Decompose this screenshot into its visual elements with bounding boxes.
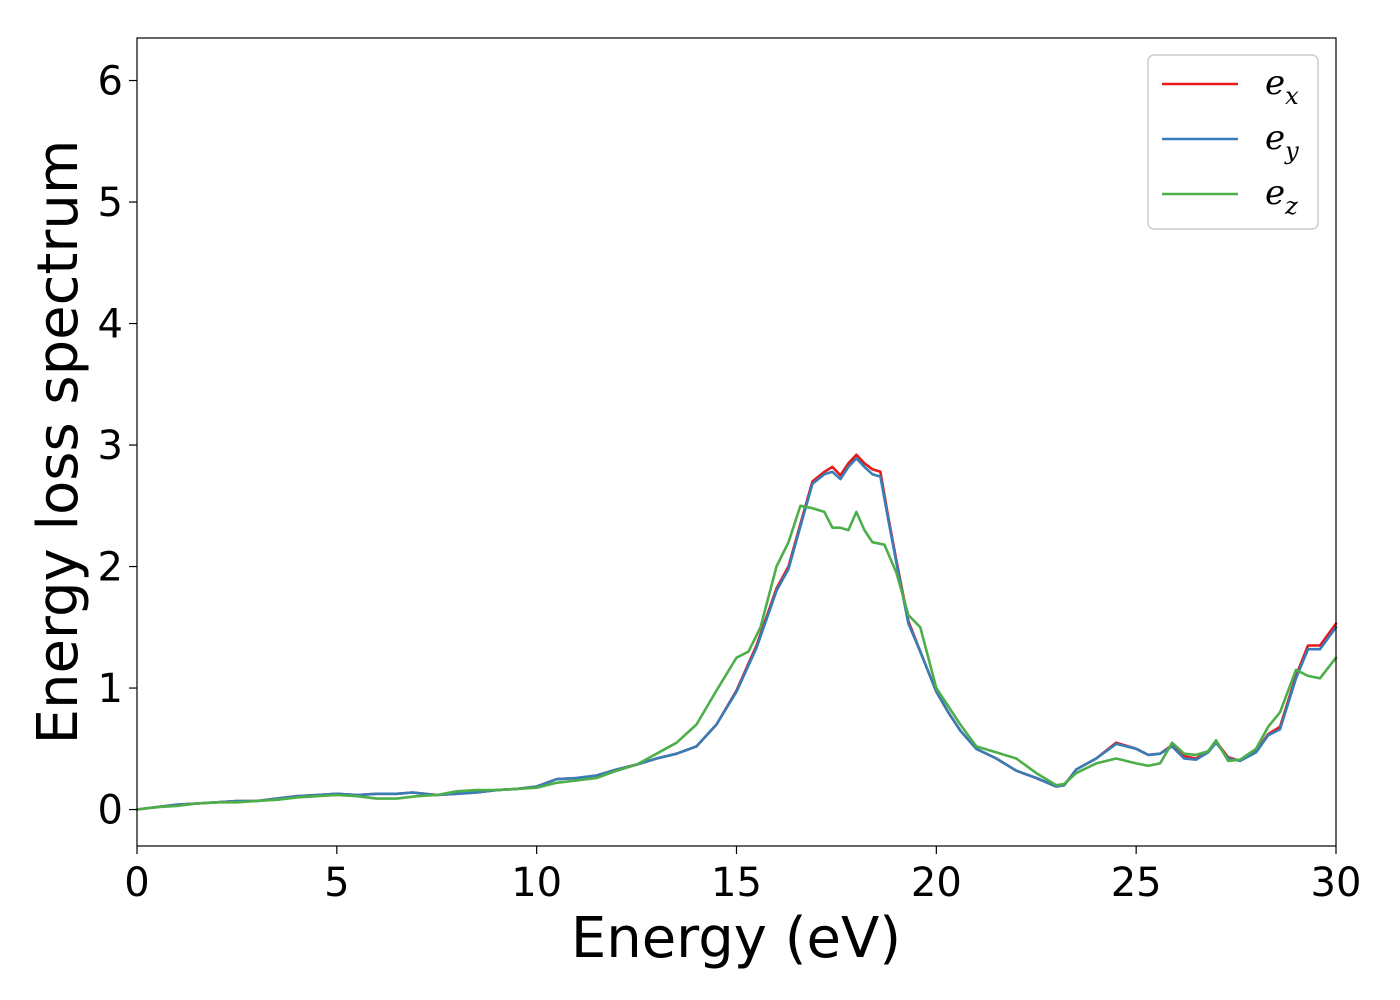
y-tick-label: 0 [98,788,123,834]
y-tick-label: 4 [98,302,123,348]
y-tick-label: 3 [98,423,123,469]
x-tick-label: 0 [124,860,149,906]
y-axis-label: Energy loss spectrum [26,140,91,745]
x-axis-ticks: 0 5 10 15 20 25 30 [124,846,1361,906]
y-axis-ticks: 0 1 2 3 4 5 6 [98,59,137,834]
y-tick-label: 6 [98,59,123,105]
x-tick-label: 10 [511,860,562,906]
series-line-e-y [135,457,1338,811]
series-layer [135,453,1338,811]
y-tick-label: 2 [98,545,123,591]
legend-subscript: y [1284,137,1299,165]
x-tick-label: 20 [911,860,962,906]
y-tick-label: 5 [98,180,123,226]
legend-box [1147,54,1319,230]
x-tick-label: 5 [324,860,349,906]
y-tick-label: 1 [98,666,123,712]
series-line-e-z [135,504,1338,811]
x-axis-label: Energy (eV) [571,906,901,971]
x-tick-label: 15 [711,860,762,906]
legend-subscript: z [1284,192,1298,220]
legend-subscript: x [1285,82,1299,110]
x-tick-label: 25 [1111,860,1162,906]
x-tick-label: 30 [1311,860,1362,906]
